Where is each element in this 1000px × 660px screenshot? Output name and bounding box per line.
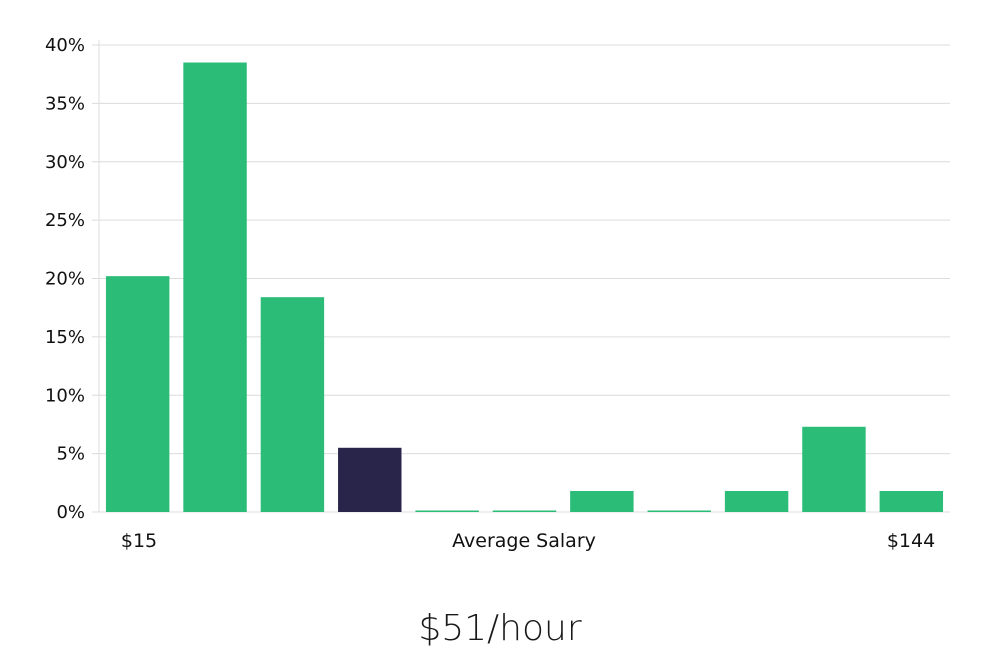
x-end-label: $144 (887, 530, 935, 552)
y-tick-label: 5% (56, 444, 85, 465)
y-tick-label: 0% (56, 502, 85, 523)
y-axis-ticks: 0% 5% 10% 15% 20% 25% 30% 35% 40% (45, 35, 85, 523)
bar (802, 426, 866, 512)
bar (570, 490, 634, 512)
bar (260, 297, 325, 512)
bar (415, 510, 479, 512)
bar-highlight (338, 447, 402, 512)
y-tick-label: 35% (45, 93, 85, 114)
y-tick-label: 40% (45, 35, 85, 56)
histogram-bars (105, 62, 944, 512)
x-start-label: $15 (121, 530, 157, 552)
bar (647, 510, 711, 512)
y-tick-label: 25% (45, 210, 85, 231)
salary-histogram: 0% 5% 10% 15% 20% 25% 30% 35% 40% $15 Average Sa… (45, 35, 950, 552)
y-tick-label: 10% (45, 385, 85, 406)
x-middle-label: Average Salary (452, 530, 596, 552)
y-tick-label: 15% (45, 327, 85, 348)
y-tick-label: 30% (45, 152, 85, 173)
bar (105, 276, 170, 512)
bar (879, 490, 944, 512)
bar (183, 62, 247, 512)
average-salary-headline: $51/hour (418, 608, 582, 649)
bar (492, 510, 557, 512)
y-tick-label: 20% (45, 269, 85, 290)
bar (724, 490, 789, 512)
